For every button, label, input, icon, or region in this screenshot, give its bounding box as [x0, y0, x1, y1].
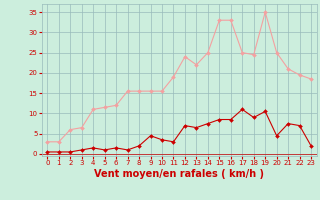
X-axis label: Vent moyen/en rafales ( km/h ): Vent moyen/en rafales ( km/h )	[94, 169, 264, 179]
